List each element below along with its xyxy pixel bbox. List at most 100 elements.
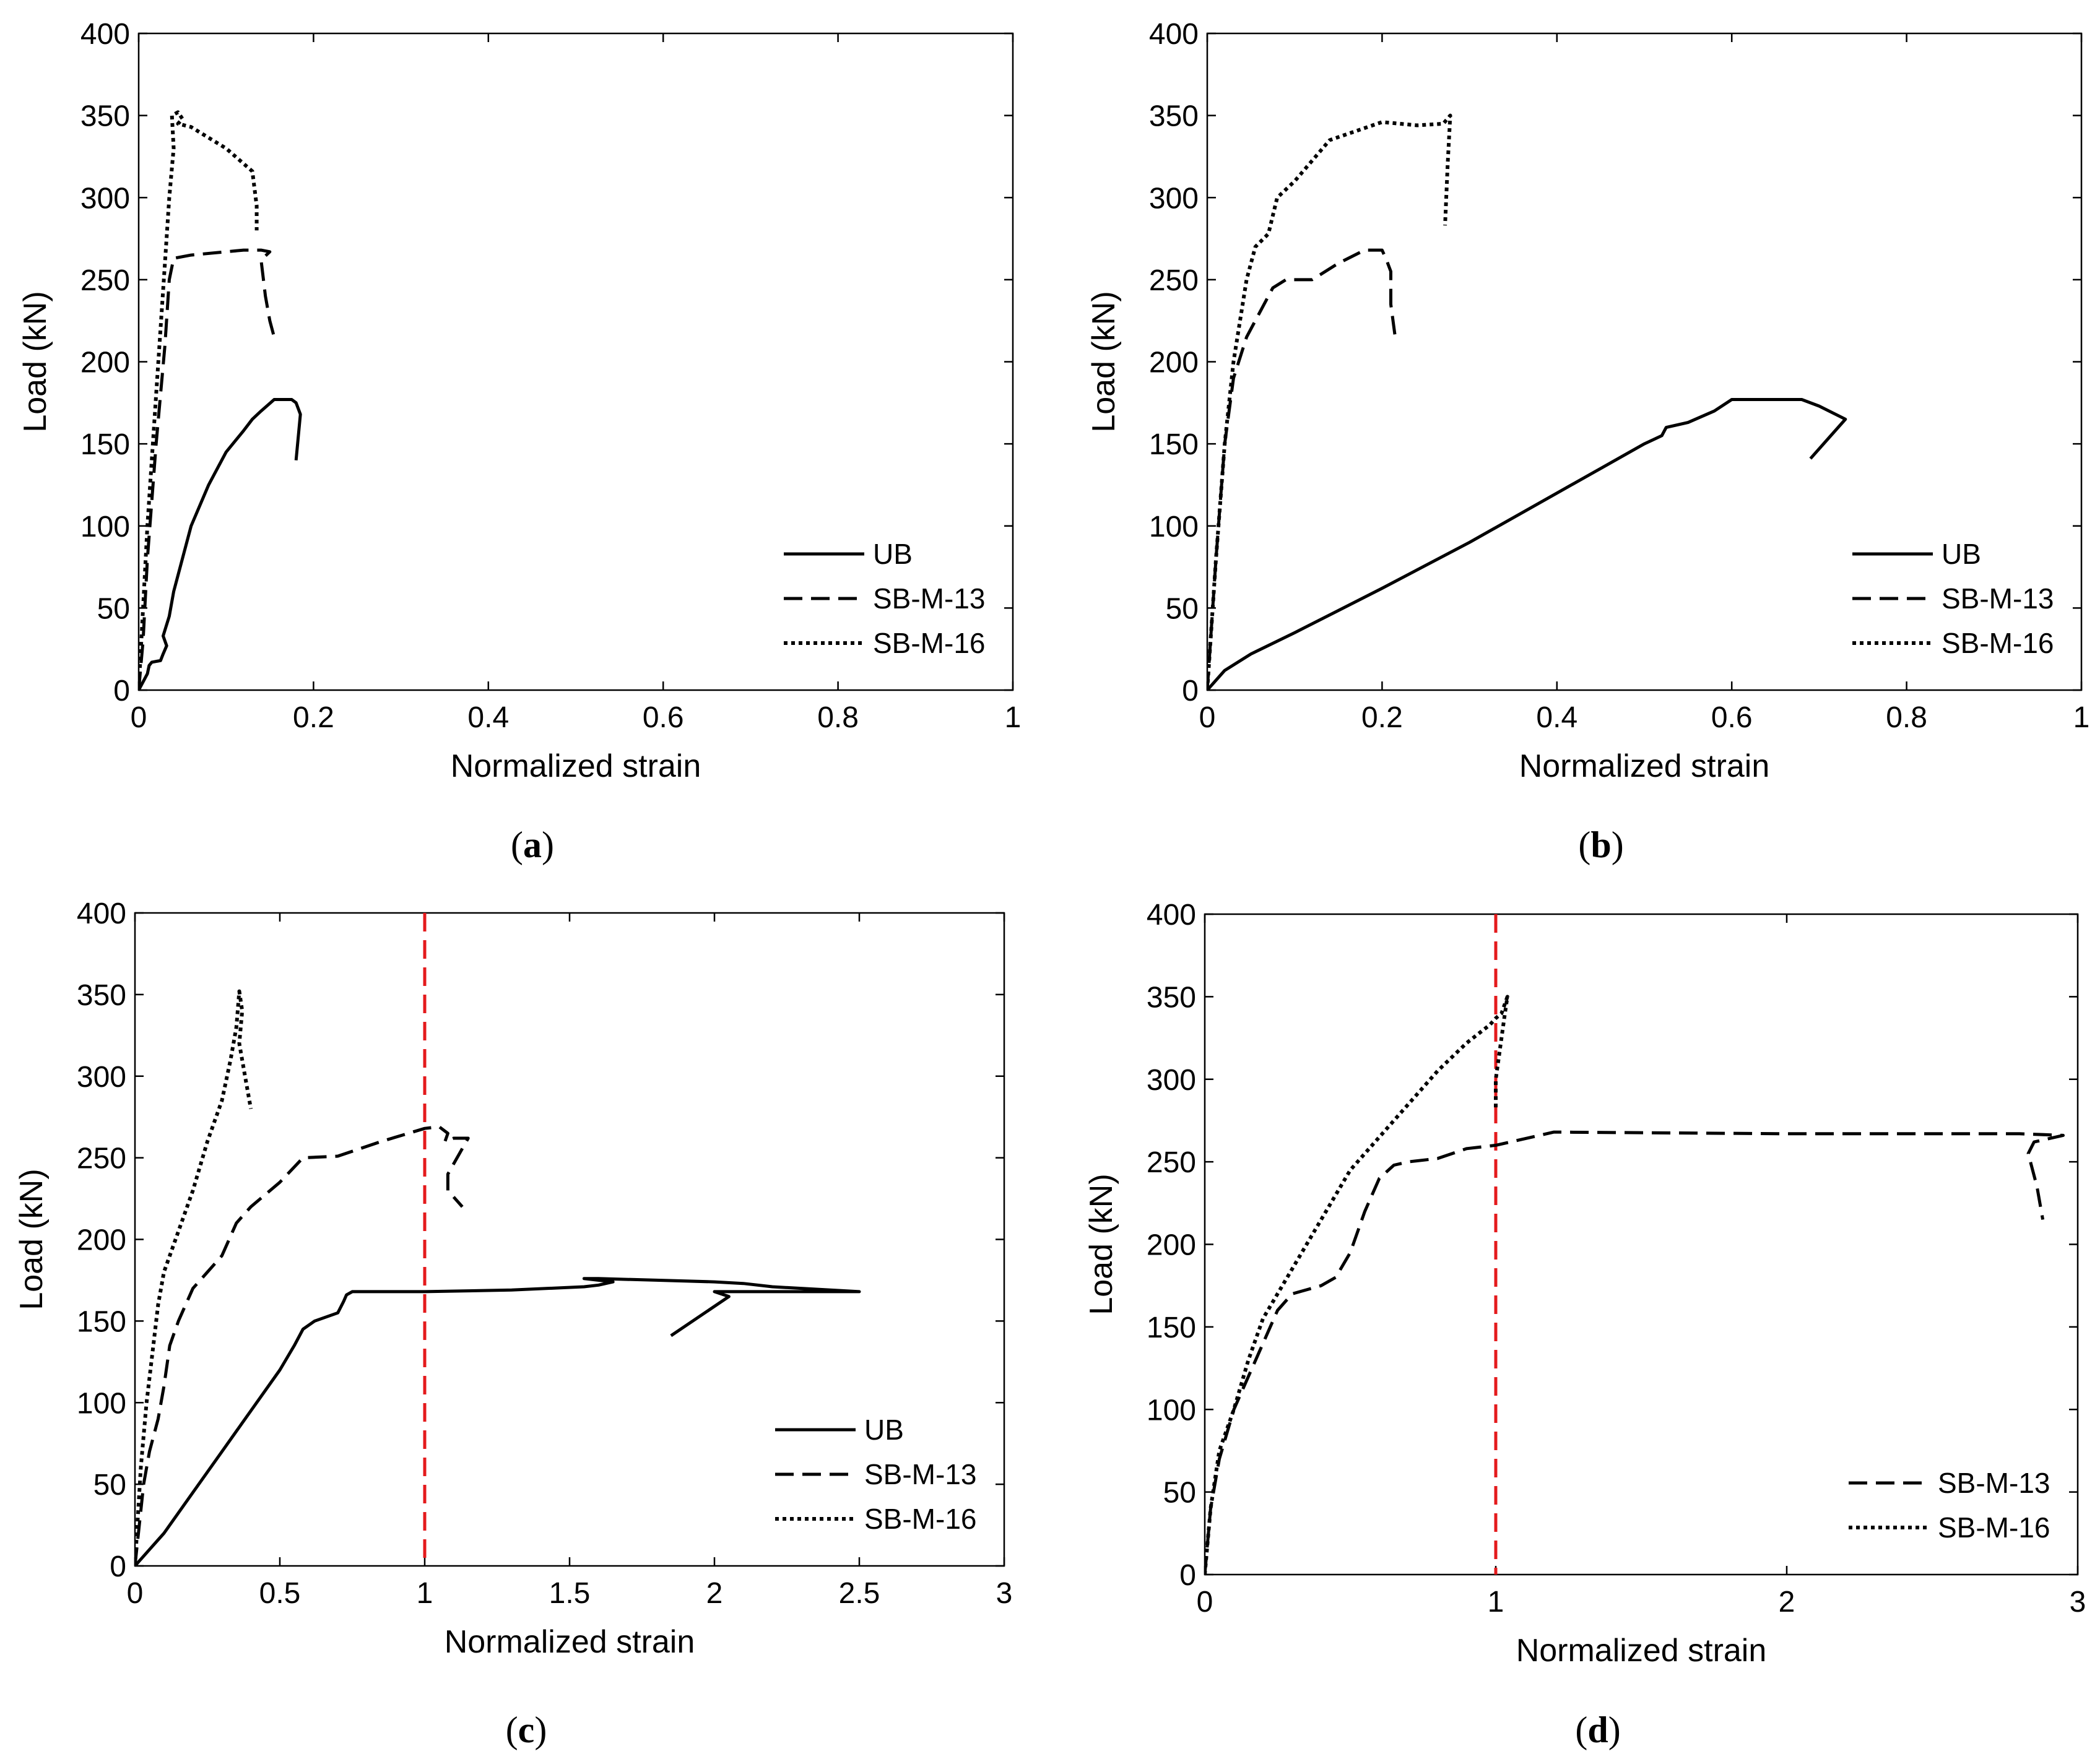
x-tick-label: 0.5 (259, 1577, 301, 1610)
legend-entry: SB-M-16 (873, 627, 985, 659)
x-tick-label: 0 (127, 1577, 144, 1610)
y-tick-label: 400 (77, 897, 126, 930)
y-tick-label: 200 (77, 1224, 126, 1257)
y-axis-label: Load (kN) (14, 1169, 50, 1310)
y-tick-label: 150 (77, 1305, 126, 1338)
x-tick-label: 0 (131, 701, 147, 734)
x-tick-label: 0.8 (1886, 701, 1927, 734)
x-tick-label: 2 (706, 1577, 723, 1610)
y-tick-label: 250 (1147, 1146, 1196, 1179)
y-tick-label: 400 (1147, 899, 1196, 931)
x-tick-label: 0.2 (1361, 701, 1403, 734)
chart-a: 0 50 100 150 200 250 300 350 400 0 0.2 0.4 0.6 0.8 1 No… (17, 18, 1021, 865)
x-tick-label: 0.8 (817, 701, 859, 734)
panel-caption: (c) (506, 1709, 547, 1750)
y-tick-label: 0 (1182, 675, 1199, 707)
y-tick-label: 200 (1147, 1229, 1196, 1262)
x-tick-label: 0.4 (467, 701, 509, 734)
y-tick-label: 150 (1149, 428, 1199, 461)
series-line-sb-m-13 (1207, 248, 1397, 690)
x-tick-label: 1 (1005, 701, 1022, 734)
x-tick-label: 0.2 (293, 701, 334, 734)
panel-caption: (d) (1575, 1709, 1620, 1750)
x-tick-label: 2.5 (839, 1577, 880, 1610)
x-tick-label: 1 (2073, 701, 2090, 734)
x-axis-label: Normalized strain (1519, 748, 1770, 784)
legend: UB SB-M-13 SB-M-16 (1852, 538, 2054, 659)
series-line-sb-m-16 (1207, 113, 1452, 690)
x-tick-label: 3 (2070, 1586, 2086, 1619)
y-axis-label: Load (kN) (17, 291, 53, 432)
x-tick-label: 2 (1779, 1586, 1795, 1619)
y-tick-label: 150 (80, 428, 130, 461)
y-tick-label: 0 (110, 1550, 126, 1583)
legend-entry: UB (873, 538, 913, 570)
x-tick-label: 1 (417, 1577, 433, 1610)
y-axis-label: Load (kN) (1083, 1173, 1119, 1315)
x-tick-label: 3 (996, 1577, 1013, 1610)
series-line-sb-m-13 (139, 248, 276, 690)
y-tick-label: 300 (77, 1061, 126, 1094)
series-line-sb-m-16 (1205, 995, 1509, 1575)
series-line-sb-m-13 (135, 1125, 470, 1566)
legend: UB SB-M-13 SB-M-16 (784, 538, 985, 659)
chart-c: 0 50 100 150 200 250 300 350 400 0 0.5 1 1.5 2 2.5 3 Nor… (14, 897, 1012, 1750)
series-line-ub (135, 1277, 861, 1566)
y-tick-label: 100 (1149, 511, 1199, 543)
x-axis-label: Normalized strain (445, 1624, 695, 1660)
panel-caption: (a) (511, 824, 554, 865)
series-line-ub (139, 398, 302, 690)
y-tick-label: 200 (80, 347, 130, 379)
y-tick-label: 150 (1147, 1312, 1196, 1344)
y-tick-label: 400 (1149, 18, 1199, 51)
y-tick-label: 300 (1149, 182, 1199, 215)
legend-entry: UB (1942, 538, 1981, 570)
series-line-sb-m-16 (135, 989, 253, 1566)
x-axis-label: Normalized strain (1516, 1633, 1767, 1669)
chart-d: 0 50 100 150 200 250 300 350 400 0 1 2 3 Normalized s… (1083, 899, 2086, 1750)
y-tick-label: 0 (113, 675, 130, 707)
x-tick-label: 0.6 (643, 701, 684, 734)
x-tick-label: 1 (1488, 1586, 1504, 1619)
y-tick-label: 300 (1147, 1064, 1196, 1097)
legend-entry: SB-M-13 (873, 582, 985, 615)
series-line-sb-m-13 (1205, 1130, 2065, 1575)
y-tick-label: 350 (1147, 981, 1196, 1014)
y-tick-label: 350 (80, 100, 130, 133)
x-tick-label: 1.5 (549, 1577, 591, 1610)
x-tick-label: 0.6 (1711, 701, 1753, 734)
y-tick-label: 0 (1179, 1559, 1196, 1592)
y-tick-label: 100 (80, 511, 130, 543)
legend-entry: SB-M-13 (864, 1458, 976, 1490)
y-tick-label: 400 (80, 18, 130, 51)
x-axis-label: Normalized strain (451, 748, 701, 784)
y-tick-label: 50 (97, 592, 130, 625)
y-tick-label: 200 (1149, 347, 1199, 379)
y-axis-label: Load (kN) (1086, 291, 1122, 432)
y-tick-label: 50 (93, 1469, 126, 1502)
legend-entry: SB-M-13 (1942, 582, 2054, 615)
legend-entry: SB-M-13 (1938, 1467, 2050, 1499)
y-tick-label: 100 (1147, 1394, 1196, 1427)
series-line-sb-m-16 (139, 110, 259, 690)
y-tick-label: 300 (80, 182, 130, 215)
y-tick-label: 350 (77, 979, 126, 1012)
legend-entry: UB (864, 1414, 904, 1446)
y-tick-label: 50 (1166, 592, 1199, 625)
x-tick-label: 0.4 (1536, 701, 1577, 734)
panel-caption: (b) (1578, 824, 1623, 865)
y-tick-label: 350 (1149, 100, 1199, 133)
legend: UB SB-M-13 SB-M-16 (775, 1414, 976, 1535)
legend-entry: SB-M-16 (1938, 1511, 2050, 1544)
y-tick-label: 100 (77, 1387, 126, 1420)
y-tick-label: 250 (1149, 264, 1199, 297)
legend-entry: SB-M-16 (864, 1503, 976, 1535)
y-tick-label: 250 (80, 264, 130, 297)
series-line-ub (1207, 398, 1847, 690)
x-tick-label: 0 (1197, 1586, 1213, 1619)
legend-entry: SB-M-16 (1942, 627, 2054, 659)
y-tick-label: 250 (77, 1143, 126, 1175)
y-tick-label: 50 (1163, 1477, 1196, 1510)
x-tick-label: 0 (1199, 701, 1216, 734)
